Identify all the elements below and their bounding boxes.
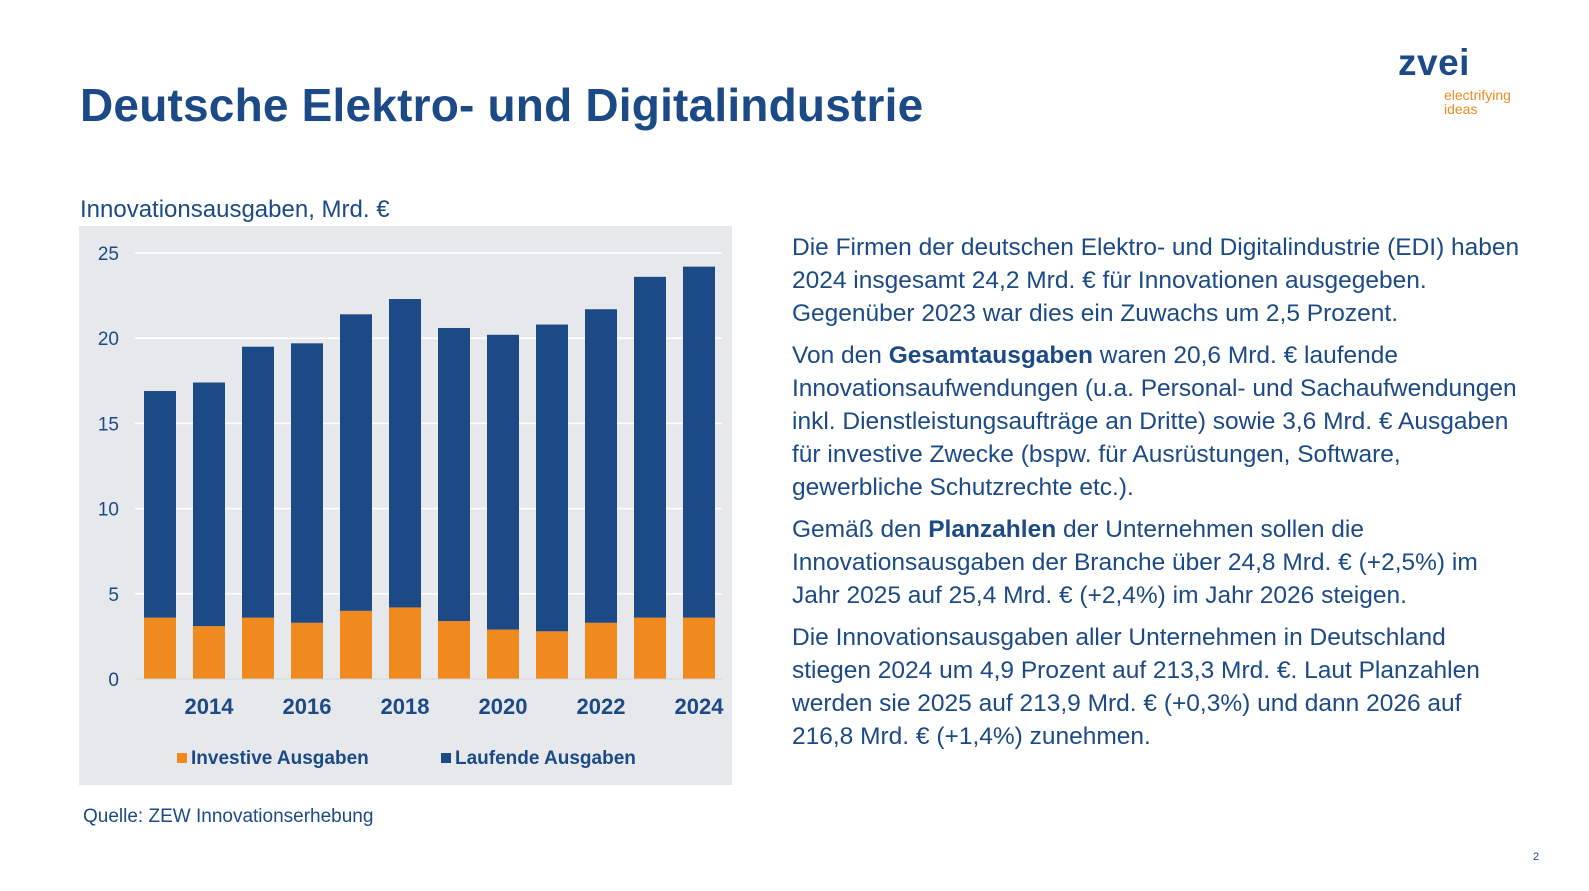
x-tick-label: 2024 <box>675 694 725 719</box>
page-number: 2 <box>1533 851 1540 863</box>
y-tick-label: 5 <box>108 585 119 606</box>
y-tick-label: 25 <box>98 244 119 265</box>
y-tick-label: 10 <box>98 500 119 521</box>
stacked-bar-chart: 0 5 10 15 20 25 2014 2016 2018 2020 2022 2024 Invest… <box>98 244 725 769</box>
bar-investive <box>487 629 519 679</box>
bar-laufende <box>683 266 715 618</box>
y-tick-label: 20 <box>98 329 119 350</box>
bar-investive <box>193 626 225 679</box>
paragraph-2: Von den Gesamtausgaben waren 20,6 Mrd. €… <box>792 339 1522 504</box>
bar-investive <box>340 610 372 679</box>
zvei-logo: zvei electrifying ideas <box>1398 42 1538 122</box>
bar-laufende <box>585 309 617 623</box>
y-tick-label: 15 <box>98 414 119 435</box>
bar-laufende <box>144 391 176 618</box>
legend-swatch <box>177 753 187 763</box>
bar-laufende <box>536 324 568 632</box>
bar-laufende <box>193 382 225 627</box>
legend-label: Investive Ausgaben <box>191 748 369 769</box>
chart-title: Innovationsausgaben, Mrd. € <box>80 196 390 223</box>
source-note: Quelle: ZEW Innovationserhebung <box>83 806 374 827</box>
bar-laufende <box>340 314 372 611</box>
paragraph-2-start: Von den <box>792 342 889 369</box>
paragraph-3-rest: der Unternehmen sollen die Innovationsau… <box>792 516 1478 609</box>
bar-investive <box>536 631 568 679</box>
bar-investive <box>242 617 274 679</box>
bar-laufende <box>634 276 666 618</box>
paragraph-2-rest: waren 20,6 Mrd. € laufende Innovationsau… <box>792 342 1517 501</box>
x-tick-label: 2020 <box>479 694 528 719</box>
x-tick-label: 2018 <box>381 694 430 719</box>
bar-investive <box>683 617 715 679</box>
x-tick-label: 2022 <box>577 694 626 719</box>
legend-swatch <box>441 753 451 763</box>
paragraph-3-start: Gemäß den <box>792 516 929 543</box>
bar-laufende <box>242 346 274 618</box>
logo-tagline-line1: electrifying <box>1444 87 1511 103</box>
description-text: Die Firmen der deutschen Elektro- und Di… <box>792 231 1522 762</box>
y-tick-label: 0 <box>108 670 119 691</box>
page-title: Deutsche Elektro- und Digitalindustrie <box>80 79 924 131</box>
paragraph-1: Die Firmen der deutschen Elektro- und Di… <box>792 234 1520 327</box>
legend-label: Laufende Ausgaben <box>455 748 636 769</box>
bar-laufende <box>291 343 323 623</box>
paragraph-3: Gemäß den Planzahlen der Unternehmen sol… <box>792 513 1522 612</box>
bar-investive <box>389 607 421 679</box>
bar-laufende <box>487 334 519 630</box>
bar-investive <box>585 622 617 679</box>
bar-laufende <box>389 299 421 608</box>
paragraph-3-bold: Planzahlen <box>928 516 1057 543</box>
bar-investive <box>634 617 666 679</box>
paragraph-4: Die Innovationsausgaben aller Unternehme… <box>792 624 1480 750</box>
logo-word: zvei <box>1398 42 1470 83</box>
bar-investive <box>438 621 470 679</box>
x-tick-label: 2016 <box>283 694 332 719</box>
bar-laufende <box>438 327 470 622</box>
chart-panel: 0 5 10 15 20 25 2014 2016 2018 2020 2022 2024 Invest… <box>79 226 732 785</box>
logo-tagline-line2: ideas <box>1444 101 1478 117</box>
bar-investive <box>291 622 323 679</box>
paragraph-2-bold: Gesamtausgaben <box>888 342 1093 369</box>
logo-tagline: electrifying ideas <box>1444 88 1534 116</box>
x-tick-label: 2014 <box>185 694 235 719</box>
bar-investive <box>144 617 176 679</box>
